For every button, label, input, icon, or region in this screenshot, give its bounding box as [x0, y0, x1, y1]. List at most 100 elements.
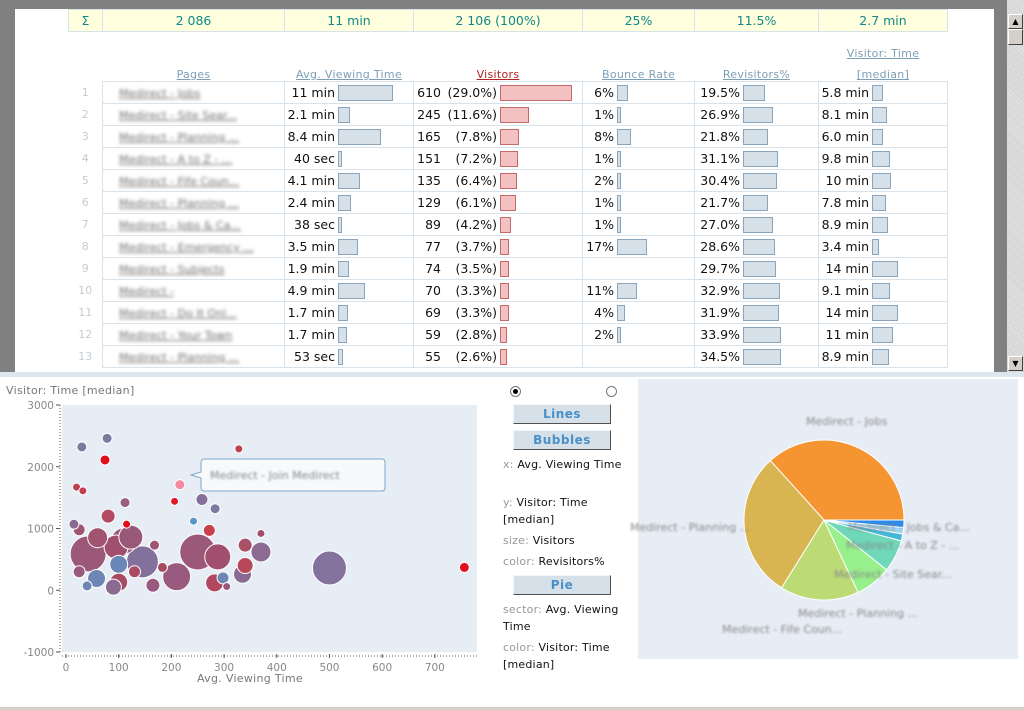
- bubble[interactable]: [87, 527, 109, 549]
- bubble[interactable]: [222, 582, 232, 592]
- bubble[interactable]: [195, 492, 209, 506]
- bubble[interactable]: [68, 518, 80, 530]
- header-bounce-rate[interactable]: Bounce Rate: [601, 68, 676, 81]
- revisitors-bar: [743, 348, 781, 365]
- header-pages[interactable]: Pages: [176, 68, 211, 81]
- page-link[interactable]: Medirect - A to Z - ...: [119, 153, 233, 166]
- bubble[interactable]: [311, 550, 347, 586]
- pie-slice[interactable]: [769, 439, 905, 521]
- bubble[interactable]: [156, 561, 168, 573]
- row-number: 3: [68, 125, 103, 148]
- pie-button[interactable]: Pie: [513, 575, 611, 595]
- sum-bounce-rate: 25%: [582, 9, 695, 32]
- visitors-value: 77: [425, 239, 441, 254]
- visitor-time-bar: [872, 194, 886, 211]
- bubble[interactable]: [145, 577, 161, 593]
- page-link[interactable]: Medirect - Emergency ...: [119, 241, 254, 254]
- scroll-up-button[interactable]: ▲: [1008, 14, 1023, 29]
- bubble[interactable]: [237, 537, 253, 553]
- bubble[interactable]: [72, 565, 86, 579]
- bubble[interactable]: [99, 454, 111, 466]
- bubbles-button[interactable]: Bubbles: [513, 430, 611, 450]
- vertical-scrollbar[interactable]: ▲ ▼: [1007, 0, 1024, 372]
- bubble[interactable]: [209, 503, 221, 515]
- pie-slice[interactable]: [743, 459, 825, 589]
- bubble[interactable]: [78, 486, 88, 496]
- panel-divider[interactable]: [0, 372, 1024, 377]
- bubble[interactable]: [118, 524, 144, 550]
- visitors-percent: (2.8%): [455, 327, 497, 342]
- bubble[interactable]: [104, 578, 122, 596]
- bubble[interactable]: [202, 523, 216, 537]
- header-visitor-time-line1[interactable]: Visitor: Time: [846, 46, 920, 60]
- chart-b-radio[interactable]: [606, 386, 617, 397]
- bubble[interactable]: [458, 561, 470, 573]
- bubble[interactable]: [128, 565, 141, 579]
- pie-slice[interactable]: [823, 519, 905, 529]
- bubble[interactable]: [76, 441, 88, 453]
- bubble[interactable]: [170, 496, 180, 506]
- bubble[interactable]: [236, 557, 254, 575]
- bubble[interactable]: [256, 528, 266, 538]
- avg-viewing-time-value: 1.7 min: [287, 327, 335, 342]
- bubble[interactable]: [174, 479, 186, 491]
- page-link[interactable]: Medirect - Jobs & Ca...: [119, 219, 241, 232]
- scroll-thumb[interactable]: [1008, 29, 1023, 45]
- header-visitors[interactable]: Visitors: [476, 68, 520, 81]
- visitors-bar: [500, 348, 507, 365]
- bubble[interactable]: [87, 569, 107, 589]
- bubble[interactable]: [250, 541, 272, 563]
- scroll-down-button[interactable]: ▼: [1008, 356, 1023, 371]
- bubble[interactable]: [81, 580, 93, 592]
- page-link[interactable]: Medirect - Site Sear...: [119, 109, 237, 122]
- table-row: 6 Medirect - Planning ... 2.4 min 129 (6.1%)…: [68, 191, 948, 214]
- bubble[interactable]: [234, 444, 244, 454]
- page-link[interactable]: Medirect - Planning ...: [119, 197, 240, 210]
- header-revisitors[interactable]: Revisitors%: [722, 68, 791, 81]
- visitors-percent: (3.7%): [455, 239, 497, 254]
- bubble[interactable]: [162, 562, 192, 592]
- y-tick-label: -1000: [23, 647, 54, 659]
- page-link[interactable]: Medirect - Your Town: [119, 329, 233, 342]
- bubble[interactable]: [119, 497, 131, 509]
- bubble[interactable]: [204, 543, 232, 571]
- avg-viewing-time-value: 53 sec: [294, 349, 335, 364]
- header-visitor-time-line2[interactable]: [median]: [856, 68, 910, 81]
- bubble[interactable]: [149, 539, 161, 551]
- bubble[interactable]: [122, 519, 132, 529]
- lines-button[interactable]: Lines: [513, 404, 611, 424]
- x-tick-label: 700: [425, 662, 445, 674]
- color-mapping: color: Revisitors%: [503, 555, 605, 568]
- bubble[interactable]: [216, 571, 230, 585]
- pie-slice[interactable]: [780, 518, 859, 601]
- revisitors-bar: [743, 150, 778, 167]
- bubble[interactable]: [109, 554, 129, 574]
- x-tick-label: 100: [109, 662, 129, 674]
- page-link[interactable]: Medirect - Planning ...: [119, 351, 240, 364]
- table-row: 7 Medirect - Jobs & Ca... 38 sec 89 (4.2%) 1%…: [68, 213, 948, 236]
- table-row: 5 Medirect - Fife Coun... 4.1 min 135 (6.4%)…: [68, 169, 948, 192]
- bounce-rate-value: 2%: [594, 327, 614, 342]
- visitors-bar: [500, 128, 519, 145]
- page-link[interactable]: Medirect - Do It Onl...: [119, 307, 237, 320]
- bubble[interactable]: [101, 432, 113, 444]
- table-row: 11 Medirect - Do It Onl... 1.7 min 69 (3.3%)…: [68, 301, 948, 324]
- visitors-percent: (4.2%): [455, 217, 497, 232]
- bounce-rate-bar: [617, 238, 647, 255]
- visitors-percent: (3.3%): [455, 283, 497, 298]
- revisitors-value: 19.5%: [700, 85, 740, 100]
- page-link[interactable]: Medirect - Jobs: [119, 87, 201, 100]
- page-link[interactable]: Medirect - Planning ...: [119, 131, 240, 144]
- header-avg-viewing-time[interactable]: Avg. Viewing Time: [296, 68, 402, 81]
- page-link[interactable]: Medirect - Subjects: [119, 263, 225, 276]
- bubble[interactable]: [189, 516, 199, 526]
- bubble-chart-svg: 3000 2000 1000 0 -1000 0 100 200 300 400 500 600 700…: [23, 400, 477, 674]
- revisitors-value: 28.6%: [700, 239, 740, 254]
- bottom-border: [0, 707, 1024, 710]
- page-link[interactable]: Medirect - Fife Coun...: [119, 175, 240, 188]
- visitors-value: 245: [417, 107, 441, 122]
- page-link[interactable]: Medirect -: [119, 285, 175, 298]
- bubble[interactable]: [100, 508, 116, 524]
- visitor-time-value: 8.9 min: [821, 217, 869, 232]
- chart-a-radio[interactable]: [510, 386, 521, 397]
